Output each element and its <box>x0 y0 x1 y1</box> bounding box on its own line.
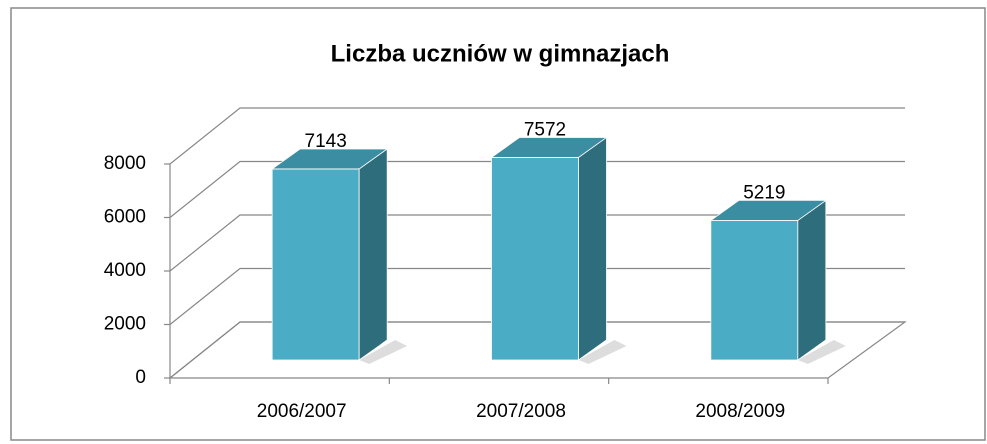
grid-line <box>169 214 905 272</box>
bar-shadow <box>797 340 846 364</box>
chart-title: Liczba uczniów w gimnazjach <box>331 40 670 67</box>
y-tick-label: 8000 <box>104 153 146 174</box>
bar-side <box>358 148 388 361</box>
grid-line <box>169 107 905 165</box>
bar-top <box>490 137 608 158</box>
y-tick-label: 4000 <box>104 260 146 281</box>
y-tick-label: 2000 <box>104 314 146 335</box>
x-tick-label: 2007/2008 <box>476 401 566 422</box>
grid-line <box>169 160 905 218</box>
x-tick-label: 2006/2007 <box>257 401 347 422</box>
bar-side <box>797 199 827 361</box>
bar <box>491 157 579 361</box>
data-label: 7572 <box>524 119 566 140</box>
bar-top <box>709 199 828 221</box>
data-label: 7143 <box>305 131 347 152</box>
y-tick-label: 0 <box>135 367 146 388</box>
bar <box>271 168 360 361</box>
grid-line <box>169 267 905 325</box>
x-tick-label: 2008/2009 <box>695 401 785 422</box>
bar <box>710 219 799 361</box>
bar-shadow <box>359 340 408 364</box>
data-label: 5219 <box>743 182 785 203</box>
grid-line <box>169 321 905 379</box>
bar-shadow <box>578 340 627 364</box>
y-tick-label: 6000 <box>104 207 146 228</box>
bar-top <box>270 148 389 170</box>
bar-side <box>578 136 607 361</box>
